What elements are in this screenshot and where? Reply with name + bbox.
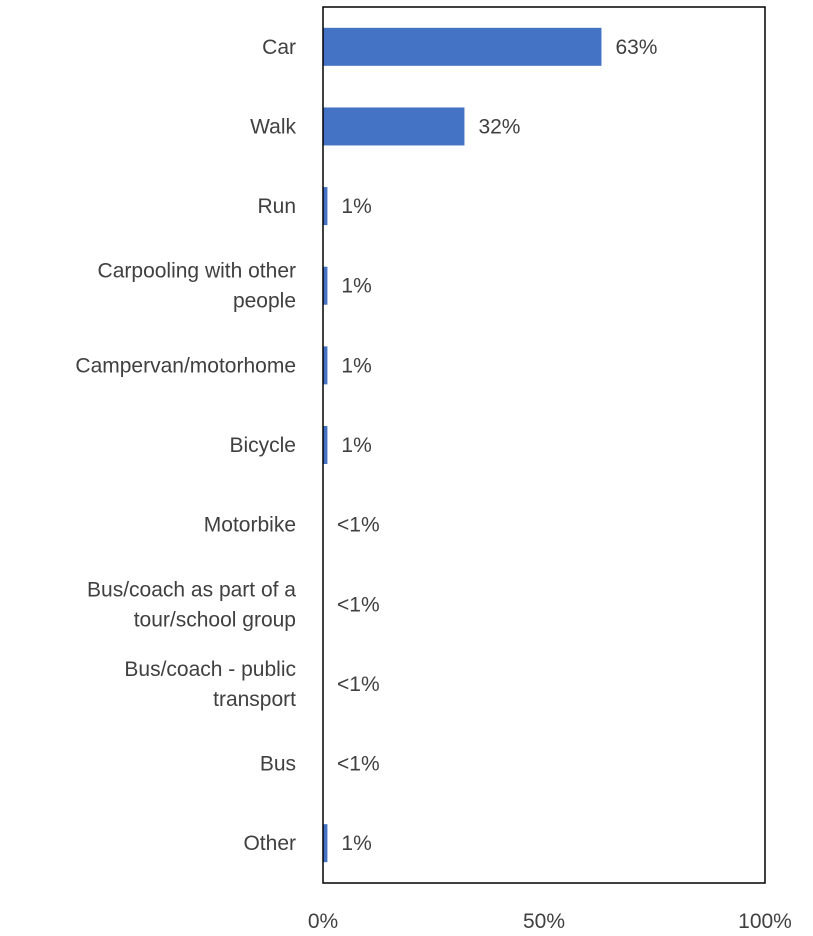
x-tick-label-0: 0% [308, 910, 338, 933]
bar-0 [323, 27, 602, 66]
category-label-6: Motorbike [204, 514, 296, 537]
category-label-7: Bus/coach as part of a tour/school group [87, 578, 296, 631]
data-label-0: 63% [615, 36, 657, 59]
data-label-6: <1% [337, 514, 380, 537]
bar-4 [323, 346, 328, 385]
x-tick-label-1: 50% [523, 910, 565, 933]
bar-2 [323, 187, 328, 226]
bar-3 [323, 266, 328, 305]
bar-10 [323, 824, 328, 863]
data-label-1: 32% [478, 115, 520, 138]
data-label-3: 1% [341, 275, 371, 298]
category-label-3: Carpooling with other people [98, 260, 296, 313]
category-labels-layer: Car Walk Run Carpooling with other people Cam… [75, 36, 296, 855]
bar-5 [323, 426, 328, 464]
data-label-9: <1% [337, 753, 380, 776]
data-label-4: 1% [341, 354, 371, 377]
data-label-2: 1% [341, 195, 371, 218]
plot-area-frame [322, 6, 766, 884]
data-label-7: <1% [337, 593, 380, 616]
data-label-5: 1% [341, 434, 371, 457]
category-label-1: Walk [250, 115, 296, 138]
bar-1 [323, 107, 465, 146]
data-label-8: <1% [337, 673, 380, 696]
category-label-4: Campervan/motorhome [75, 354, 296, 377]
category-label-5: Bicycle [229, 434, 296, 457]
data-label-10: 1% [341, 832, 371, 855]
data-labels-layer: 63% 32% 1% 1% 1% 1% <1% <1% <1% <1% 1% [337, 36, 657, 855]
category-label-2: Run [257, 195, 296, 218]
category-label-8: Bus/coach - public transport [124, 658, 296, 711]
bars-layer [323, 27, 602, 863]
x-tick-labels-layer: 0% 50% 100% [308, 910, 792, 933]
category-label-10: Other [243, 832, 296, 855]
category-label-0: Car [262, 36, 296, 59]
category-label-9: Bus [260, 753, 296, 776]
x-tick-label-2: 100% [738, 910, 792, 933]
